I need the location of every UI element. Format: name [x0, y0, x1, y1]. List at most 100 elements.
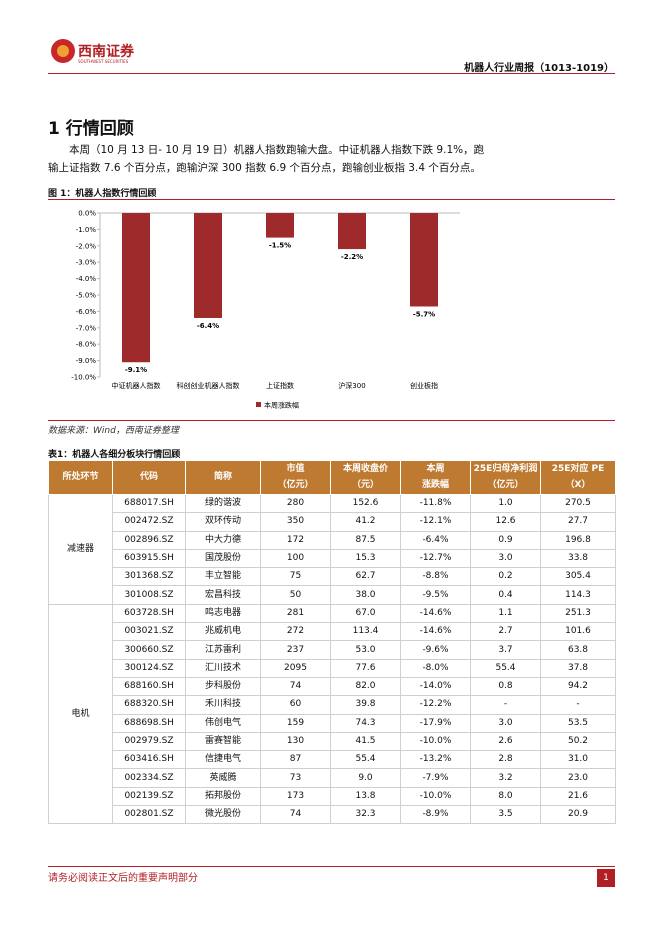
table-cell: 绿的谐波	[185, 493, 261, 514]
table-cell: -12.7%	[400, 548, 471, 569]
table-cell: 53.0	[330, 640, 401, 660]
table-cell: 41.5	[330, 731, 401, 752]
table-cell: 281	[260, 603, 331, 624]
header-line: （亿元）	[277, 480, 314, 490]
table-cell: 微光股份	[185, 805, 261, 825]
table-row: 301008.SZ 宏昌科技 50 38.0 -9.5% 0.4 114.3	[49, 585, 616, 605]
table-cell: 002801.SZ	[112, 805, 186, 825]
table-cell: 汇川技术	[185, 658, 261, 678]
table-row: 002979.SZ 雷赛智能 130 41.5 -10.0% 2.6 50.2	[49, 731, 616, 752]
table-cell: 63.8	[540, 640, 616, 660]
table-cell: 27.7	[540, 512, 616, 532]
table-row: 603915.SH 国茂股份 100 15.3 -12.7% 3.0 33.8	[49, 548, 616, 569]
table-cell: 13.8	[330, 786, 401, 807]
brand: 西南证券	[78, 44, 134, 60]
x-tick-label: 创业板指	[410, 381, 438, 390]
y-tick-label: -9.0%	[76, 357, 97, 365]
table-cell: 21.6	[540, 786, 616, 807]
table-cell: 33.8	[540, 548, 616, 569]
table-cell: 62.7	[330, 567, 401, 587]
table-cell: 002472.SZ	[112, 512, 186, 532]
table-cell: 1.0	[470, 493, 541, 514]
table-cell: 3.2	[470, 768, 541, 788]
table-cell: -	[470, 695, 541, 715]
table-row: 688320.SH 禾川科技 60 39.8 -12.2% - -	[49, 695, 616, 715]
header-cell: 25E对应 PE （X）	[540, 460, 616, 495]
brand-en: SOUTHWEST SECURITIES	[78, 59, 129, 64]
table-cell: 0.8	[470, 676, 541, 697]
header-row: 所处环节 代码 简称 市值 （亿元） 本周收盘价 （元） 本周 涨跌幅 25E归母净利润 （亿元） 2…	[48, 460, 616, 495]
table-cell: 伟创电气	[185, 713, 261, 733]
value-label: -9.1%	[125, 366, 147, 374]
table-cell: -13.2%	[400, 750, 471, 770]
table-cell: -12.1%	[400, 512, 471, 532]
table-cell: 8.0	[470, 786, 541, 807]
table-cell: 350	[260, 512, 331, 532]
table-row: 002896.SZ 中大力德 172 87.5 -6.4% 0.9 196.8	[49, 530, 616, 550]
table-cell: 55.4	[330, 750, 401, 770]
table-cell: 丰立智能	[185, 567, 261, 587]
table-cell: -8.0%	[400, 658, 471, 678]
table-cell: 50	[260, 585, 331, 605]
table-cell: 步科股份	[185, 676, 261, 697]
header-cell: 本周收盘价 （元）	[330, 460, 401, 495]
table-cell: 251.3	[540, 603, 616, 624]
header-line: 25E归母净利润	[473, 464, 538, 474]
y-tick-label: -6.0%	[76, 308, 97, 316]
footer-notice: 请务必阅读正文后的重要声明部分	[48, 873, 198, 884]
x-tick-label: 科创创业机器人指数	[177, 381, 240, 390]
table-caption: 表1：机器人各细分板块行情回顾	[48, 450, 181, 460]
table-cell: -11.8%	[400, 493, 471, 514]
table-cell: 152.6	[330, 493, 401, 514]
table-cell: 3.0	[470, 548, 541, 569]
table-cell: 50.2	[540, 731, 616, 752]
table-cell: 173	[260, 786, 331, 807]
table-cell: 300660.SZ	[112, 640, 186, 660]
table-cell: 74	[260, 805, 331, 825]
x-tick-label: 上证指数	[266, 381, 294, 390]
table-row: 300660.SZ 江苏雷利 237 53.0 -9.6% 3.7 63.8	[49, 640, 616, 660]
table-cell: 272	[260, 622, 331, 642]
table-cell: 101.6	[540, 622, 616, 642]
table-cell: 77.6	[330, 658, 401, 678]
table-cell: 114.3	[540, 585, 616, 605]
y-tick-label: -8.0%	[76, 341, 97, 349]
header-line: （元）	[351, 480, 379, 490]
table-row: 688698.SH 伟创电气 159 74.3 -17.9% 3.0 53.5	[49, 713, 616, 733]
table-cell: 32.3	[330, 805, 401, 825]
y-tick-label: -7.0%	[76, 324, 97, 332]
value-label: -2.2%	[341, 253, 363, 261]
table-row: 301368.SZ 丰立智能 75 62.7 -8.8% 0.2 305.4	[49, 567, 616, 587]
page-number: 1	[597, 869, 615, 887]
header-cell: 代码	[112, 460, 186, 495]
table-cell: 37.8	[540, 658, 616, 678]
table-cell: 55.4	[470, 658, 541, 678]
header-line: 简称	[213, 472, 232, 482]
table-row: 002139.SZ 拓邦股份 173 13.8 -10.0% 8.0 21.6	[49, 786, 616, 807]
bar	[410, 213, 438, 307]
table-row: 002334.SZ 英威腾 73 9.0 -7.9% 3.2 23.0	[49, 768, 616, 788]
bar	[194, 213, 222, 318]
table-cell: 130	[260, 731, 331, 752]
table-cell: 信捷电气	[185, 750, 261, 770]
x-tick-label: 沪深300	[338, 381, 365, 390]
table-cell: 237	[260, 640, 331, 660]
table-cell: 38.0	[330, 585, 401, 605]
table-cell: -17.9%	[400, 713, 471, 733]
table-cell: -14.6%	[400, 603, 471, 624]
table-cell: -12.2%	[400, 695, 471, 715]
table-cell: 87	[260, 750, 331, 770]
table-cell: 雷赛智能	[185, 731, 261, 752]
value-label: -6.4%	[197, 322, 219, 330]
table-cell: -10.0%	[400, 786, 471, 807]
header-line: （X）	[565, 480, 591, 490]
header-line: 代码	[139, 472, 158, 482]
bar	[122, 213, 150, 363]
table-cell: 宏昌科技	[185, 585, 261, 605]
table-cell: 300124.SZ	[112, 658, 186, 678]
table-cell: -8.9%	[400, 805, 471, 825]
legend-label: 本周涨跌幅	[264, 401, 299, 410]
table-row: 002801.SZ 微光股份 74 32.3 -8.9% 3.5 20.9	[49, 805, 616, 825]
table-cell: -8.8%	[400, 567, 471, 587]
